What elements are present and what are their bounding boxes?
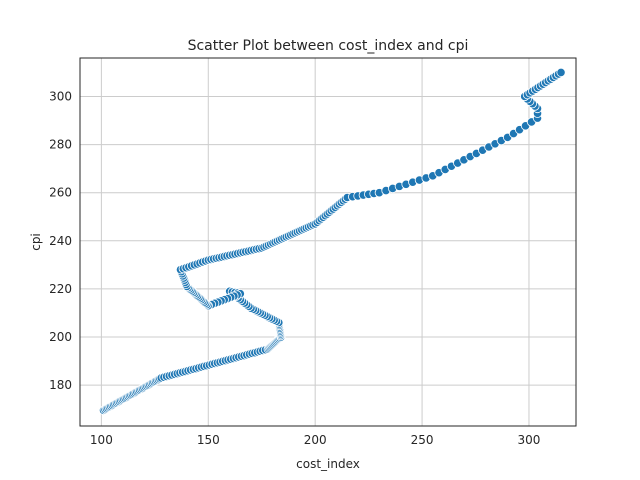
chart-title: Scatter Plot between cost_index and cpi <box>188 38 469 54</box>
y-tick-label: 260 <box>49 186 72 200</box>
data-point <box>556 67 566 78</box>
x-tick-label: 300 <box>518 433 541 447</box>
x-axis-ticks: 100 150 200 250 300 <box>90 433 540 447</box>
y-tick-label: 180 <box>49 378 72 392</box>
x-tick-label: 150 <box>197 433 220 447</box>
x-tick-label: 200 <box>304 433 327 447</box>
y-tick-label: 240 <box>49 234 72 248</box>
y-tick-label: 200 <box>49 330 72 344</box>
y-axis-label: cpi <box>29 233 43 251</box>
data-points <box>98 67 566 415</box>
plot-frame <box>79 57 577 427</box>
y-tick-label: 220 <box>49 282 72 296</box>
x-tick-label: 250 <box>411 433 434 447</box>
x-axis-label: cost_index <box>296 457 360 471</box>
y-axis-ticks: 180 200 220 240 260 280 300 <box>49 89 72 392</box>
y-tick-label: 280 <box>49 138 72 152</box>
x-tick-label: 100 <box>90 433 113 447</box>
y-tick-label: 300 <box>49 89 72 103</box>
grid-lines <box>80 58 576 426</box>
